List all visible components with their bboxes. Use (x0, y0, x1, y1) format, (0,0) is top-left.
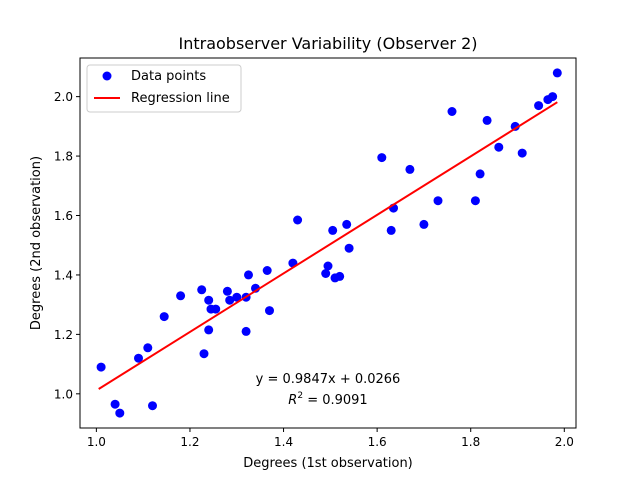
x-axis-ticks: 1.0 1.2 1.4 1.6 1.8 2.0 (87, 428, 574, 449)
data-point-18 (241, 326, 251, 336)
data-point-1 (96, 362, 106, 372)
y-tick-label-1.6: 1.6 (54, 209, 73, 223)
legend: Data points Regression line (86, 64, 242, 113)
y-tick-label-1.0: 1.0 (54, 387, 73, 401)
y-axis-label: Degrees (2nd observation) (29, 156, 44, 330)
data-point-39 (447, 107, 457, 116)
y-tick-label-1.8: 1.8 (54, 150, 73, 164)
data-point-25 (293, 215, 303, 225)
data-point-33 (377, 153, 387, 163)
y-tick-label-1.4: 1.4 (54, 268, 73, 282)
data-point-10 (199, 349, 209, 359)
data-point-38 (433, 196, 443, 206)
data-point-32 (344, 243, 354, 253)
x-tick-label-1.2: 1.2 (180, 435, 199, 449)
data-point-7 (159, 312, 169, 322)
data-point-37 (419, 219, 429, 229)
y-axis-ticks: 1.0 1.2 1.4 1.6 1.8 2.0 (54, 90, 80, 401)
data-point-41 (475, 169, 485, 179)
data-point-44 (510, 121, 520, 131)
data-point-14 (211, 304, 221, 314)
y-tick-label-1.2: 1.2 (54, 328, 73, 342)
data-point-40 (470, 196, 480, 206)
r-squared-exponent: 2 (297, 391, 303, 401)
data-point-26 (321, 269, 331, 278)
data-point-16 (225, 295, 235, 305)
axes-frame (79, 57, 577, 429)
data-point-12 (204, 295, 214, 305)
data-point-43 (494, 142, 504, 152)
x-tick-label-1.6: 1.6 (368, 435, 387, 449)
legend-marker-data-points (102, 71, 112, 81)
data-point-46 (534, 101, 544, 111)
r-squared-symbol: R (288, 393, 297, 408)
x-tick-label-1.4: 1.4 (274, 435, 293, 449)
data-point-11 (204, 325, 214, 335)
y-tick-label-2.0: 2.0 (54, 90, 73, 104)
data-point-30 (335, 271, 345, 281)
legend-box (86, 64, 242, 113)
data-point-3 (115, 408, 125, 418)
data-point-34 (386, 225, 396, 235)
r-squared-annotation: R2 = 0.9091 (288, 391, 367, 408)
regression-equation: y = 0.9847x + 0.0266 (256, 372, 401, 387)
plot-area (96, 68, 562, 418)
data-point-17 (232, 292, 242, 302)
data-point-28 (328, 225, 338, 235)
data-point-36 (405, 164, 415, 174)
x-tick-label-2.0: 2.0 (555, 435, 574, 449)
legend-label-data-points: Data points (131, 69, 206, 84)
chart-title: Intraobserver Variability (Observer 2) (179, 34, 478, 53)
data-point-49 (552, 68, 562, 78)
data-point-6 (148, 401, 157, 411)
data-point-2 (110, 399, 120, 409)
data-point-42 (482, 115, 492, 125)
data-point-9 (197, 285, 207, 295)
regression-line (98, 101, 558, 390)
x-tick-label-1.8: 1.8 (461, 435, 480, 449)
r-squared-value: = 0.9091 (303, 393, 368, 408)
data-point-20 (244, 270, 253, 280)
data-point-8 (176, 291, 186, 301)
x-axis-label: Degrees (1st observation) (243, 456, 413, 471)
x-tick-label-1.0: 1.0 (87, 435, 106, 449)
data-point-23 (265, 306, 274, 316)
data-point-15 (222, 286, 232, 296)
legend-label-regression-line: Regression line (131, 91, 230, 106)
data-point-45 (517, 148, 527, 158)
data-point-4 (134, 353, 143, 363)
data-point-31 (342, 219, 352, 229)
data-point-27 (323, 261, 333, 271)
data-point-22 (262, 266, 272, 275)
data-point-48 (548, 92, 558, 102)
data-point-5 (143, 343, 153, 353)
